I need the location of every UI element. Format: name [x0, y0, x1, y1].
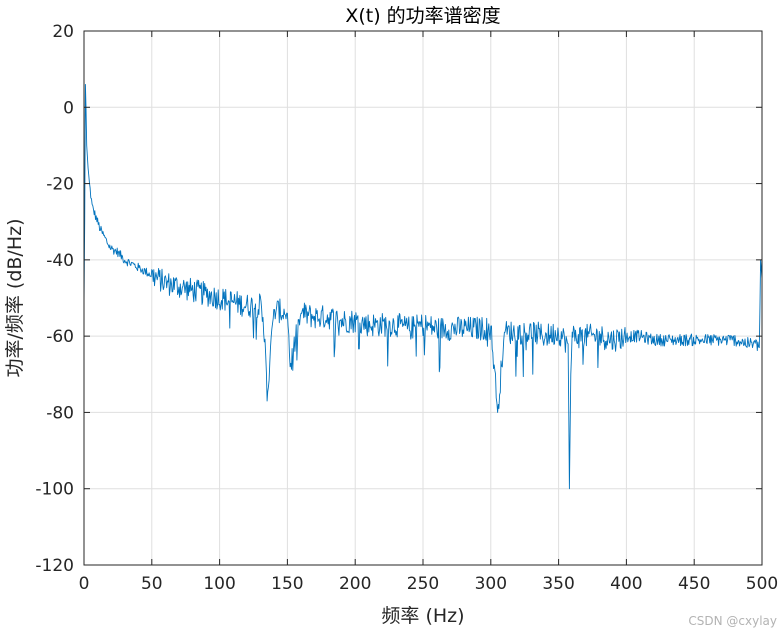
- y-axis-label: 功率/频率 (dB/Hz): [4, 218, 26, 377]
- x-tick-label: 100: [203, 574, 235, 594]
- y-tick-label: -40: [46, 251, 74, 271]
- y-axis-ticks: -120 -100 -80 -60 -40 -20 0 20: [35, 22, 762, 576]
- y-tick-label: -120: [35, 556, 74, 576]
- chart-title: X(t) 的功率谱密度: [345, 5, 500, 27]
- x-tick-label: 450: [678, 574, 710, 594]
- y-tick-label: -80: [46, 403, 74, 423]
- x-tick-label: 250: [407, 574, 439, 594]
- y-tick-label: 0: [63, 98, 74, 118]
- psd-series-line: [83, 83, 763, 490]
- x-tick-label: 200: [339, 574, 371, 594]
- x-axis-label: 频率 (Hz): [381, 605, 464, 627]
- x-tick-label: 150: [271, 574, 303, 594]
- x-axis-ticks: 0 50 100 150 200 250 300 350 400 450 500: [79, 31, 778, 594]
- watermark: CSDN @cxylay: [688, 614, 777, 628]
- y-tick-label: 20: [52, 22, 74, 42]
- y-tick-label: -60: [46, 327, 74, 347]
- x-tick-label: 50: [141, 574, 163, 594]
- x-tick-label: 500: [746, 574, 778, 594]
- x-tick-label: 300: [475, 574, 507, 594]
- x-tick-label: 350: [542, 574, 574, 594]
- x-tick-label: 400: [610, 574, 642, 594]
- x-tick-label: 0: [79, 574, 90, 594]
- y-tick-label: -100: [35, 480, 74, 500]
- y-tick-label: -20: [46, 175, 74, 195]
- series-group: [83, 83, 763, 490]
